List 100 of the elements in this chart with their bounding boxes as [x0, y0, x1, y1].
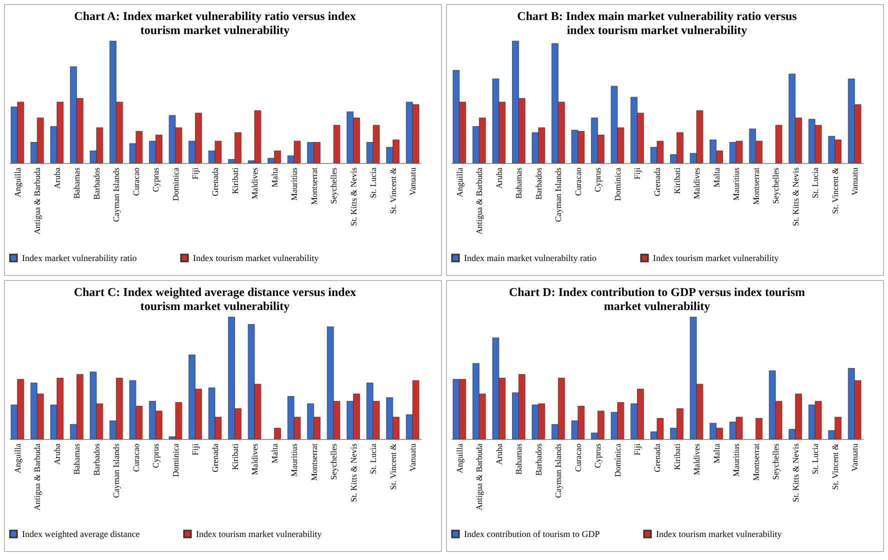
x-tick-label: Aruba [52, 443, 62, 465]
x-tick-label: Vanuatu [408, 442, 418, 472]
legend-label: Index tourism market vulnerability [196, 528, 322, 539]
x-tick-label: St. Kitts & Nevis [790, 168, 800, 226]
x-tick-label: St. Kitts & Nevis [790, 444, 800, 502]
x-tick-label: Maldives [692, 168, 702, 200]
x-tick-label: Montserrat [750, 442, 761, 481]
x-tick-label: St. Vincent & [830, 443, 840, 490]
legend-label: Index tourism market vulnerability [656, 528, 782, 539]
x-tick-label: Malta [269, 167, 280, 188]
x-tick-label: Mauritius [289, 168, 300, 201]
legend-label: Index weighted average distance [22, 528, 140, 539]
x-tick-label: Grenada [652, 167, 662, 196]
x-tick-label: Mauritius [731, 168, 742, 201]
x-tick-label: Seychelles [770, 444, 781, 480]
x-tick-label: Bahamas [72, 444, 82, 475]
chart-title: Chart A: Index market vulnerability ratio versus index tourism market vulnerability [74, 8, 356, 37]
x-tick-label: St. Lucia [368, 443, 378, 474]
x-tick-label: Maldives [250, 168, 260, 200]
x-tick-label: Fiji [632, 166, 642, 180]
x-tick-label: Vanuatu [850, 166, 860, 196]
x-tick-label: Vanuatu [850, 442, 860, 472]
x-tick-label: Curacao [572, 168, 583, 196]
x-tick-label: Fiji [190, 166, 200, 180]
bar [274, 428, 281, 440]
x-tick-label: Aruba [494, 167, 504, 189]
x-tick-label: St. Kitts & Nevis [348, 168, 358, 226]
x-tick-label: Cyprus [592, 444, 603, 468]
x-tick-label: Cyprus [150, 444, 161, 468]
x-tick-label: Cayman Islands [111, 444, 122, 498]
x-tick-label: Dominica [170, 443, 180, 478]
x-tick-label: Montserrat [308, 442, 319, 481]
x-tick-label: Cayman Islands [553, 444, 564, 498]
x-tick-label: Seychelles [328, 444, 339, 480]
x-tick-label: Bahamas [514, 168, 524, 199]
x-tick-label: Anguilla [454, 167, 464, 198]
x-tick-label: Fiji [190, 442, 200, 456]
x-tick-label: Cyprus [592, 168, 603, 192]
x-tick-label: Barbados [91, 168, 102, 200]
x-tick-label: Antigua & Barbuda [32, 443, 42, 511]
x-tick-label: Kiribati [672, 442, 682, 470]
chart-title: Chart B: Index main market vulnerability ratio versus index tourism market vulnerability [517, 8, 798, 37]
x-tick-label: Barbados [91, 444, 102, 476]
x-tick-label: Curacao [130, 444, 141, 472]
x-tick-label: St. Lucia [368, 167, 378, 198]
x-tick-label: Bahamas [72, 168, 82, 199]
x-tick-label: Montserrat [750, 166, 761, 205]
x-tick-label: Kiribati [230, 442, 240, 470]
x-tick-label: Mauritius [289, 444, 300, 477]
x-tick-label: Seychelles [328, 168, 339, 204]
x-tick-label: Barbados [533, 444, 544, 476]
x-tick-label: Cyprus [150, 168, 161, 192]
x-tick-label: Anguilla [12, 443, 22, 474]
x-tick-label: St. Vincent & [830, 167, 840, 214]
x-tick-label: Aruba [494, 443, 504, 465]
x-tick-label: St. Vincent & [388, 443, 398, 490]
x-tick-label: Kiribati [230, 166, 240, 194]
x-tick-label: Dominica [612, 443, 622, 478]
x-tick-label: Cayman Islands [111, 168, 122, 222]
x-tick-label: Vanuatu [408, 166, 418, 196]
x-tick-label: St. Lucia [810, 443, 820, 474]
x-tick-label: Maldives [250, 444, 260, 476]
x-tick-label: Barbados [533, 168, 544, 200]
bar [333, 124, 340, 164]
x-tick-label: Fiji [632, 442, 642, 456]
x-tick-label: St. Lucia [810, 167, 820, 198]
x-tick-label: Grenada [210, 167, 220, 196]
x-tick-label: Malta [711, 167, 722, 188]
x-tick-label: Kiribati [672, 166, 682, 194]
x-tick-label: Aruba [52, 167, 62, 189]
x-tick-label: Curacao [130, 168, 141, 196]
legend-label: Index contribution of tourism to GDP [464, 528, 600, 539]
x-tick-label: Maldives [692, 444, 702, 476]
x-tick-label: Mauritius [731, 444, 742, 477]
x-tick-label: Grenada [652, 443, 662, 472]
legend-label: Index market vulnerability ratio [22, 252, 138, 263]
x-tick-label: Anguilla [454, 443, 464, 474]
x-tick-label: Anguilla [12, 167, 22, 198]
x-tick-label: Curacao [572, 444, 583, 472]
legend-label: Index tourism market vulnerability [653, 252, 780, 263]
x-tick-label: Grenada [210, 443, 220, 472]
x-tick-label: Montserrat [308, 166, 319, 205]
x-tick-label: Seychelles [770, 168, 781, 204]
x-tick-label: Malta [269, 443, 280, 464]
x-tick-label: Antigua & Barbuda [474, 167, 484, 235]
x-tick-label: St. Kitts & Nevis [348, 444, 358, 502]
x-tick-label: Cayman Islands [553, 168, 564, 222]
x-tick-label: Antigua & Barbuda [474, 443, 484, 511]
bar [756, 418, 762, 440]
x-tick-label: Antigua & Barbuda [32, 167, 42, 235]
x-tick-label: Malta [711, 443, 722, 464]
x-tick-label: St. Vincent & [388, 167, 398, 214]
legend-label: Index main market vulnerabilty ratio [464, 252, 597, 263]
bar [775, 124, 782, 164]
x-tick-label: Bahamas [514, 444, 524, 475]
x-tick-label: Dominica [612, 167, 622, 202]
chart-title: Chart C: Index weighted average distance versus index tourism market vulnerability [74, 284, 356, 313]
chart-title: Chart D: Index contribution to GDP versus index tourism market vulnerability [508, 284, 806, 313]
legend-label: Index tourism market vulnerability [193, 252, 320, 263]
x-tick-label: Dominica [170, 167, 180, 202]
